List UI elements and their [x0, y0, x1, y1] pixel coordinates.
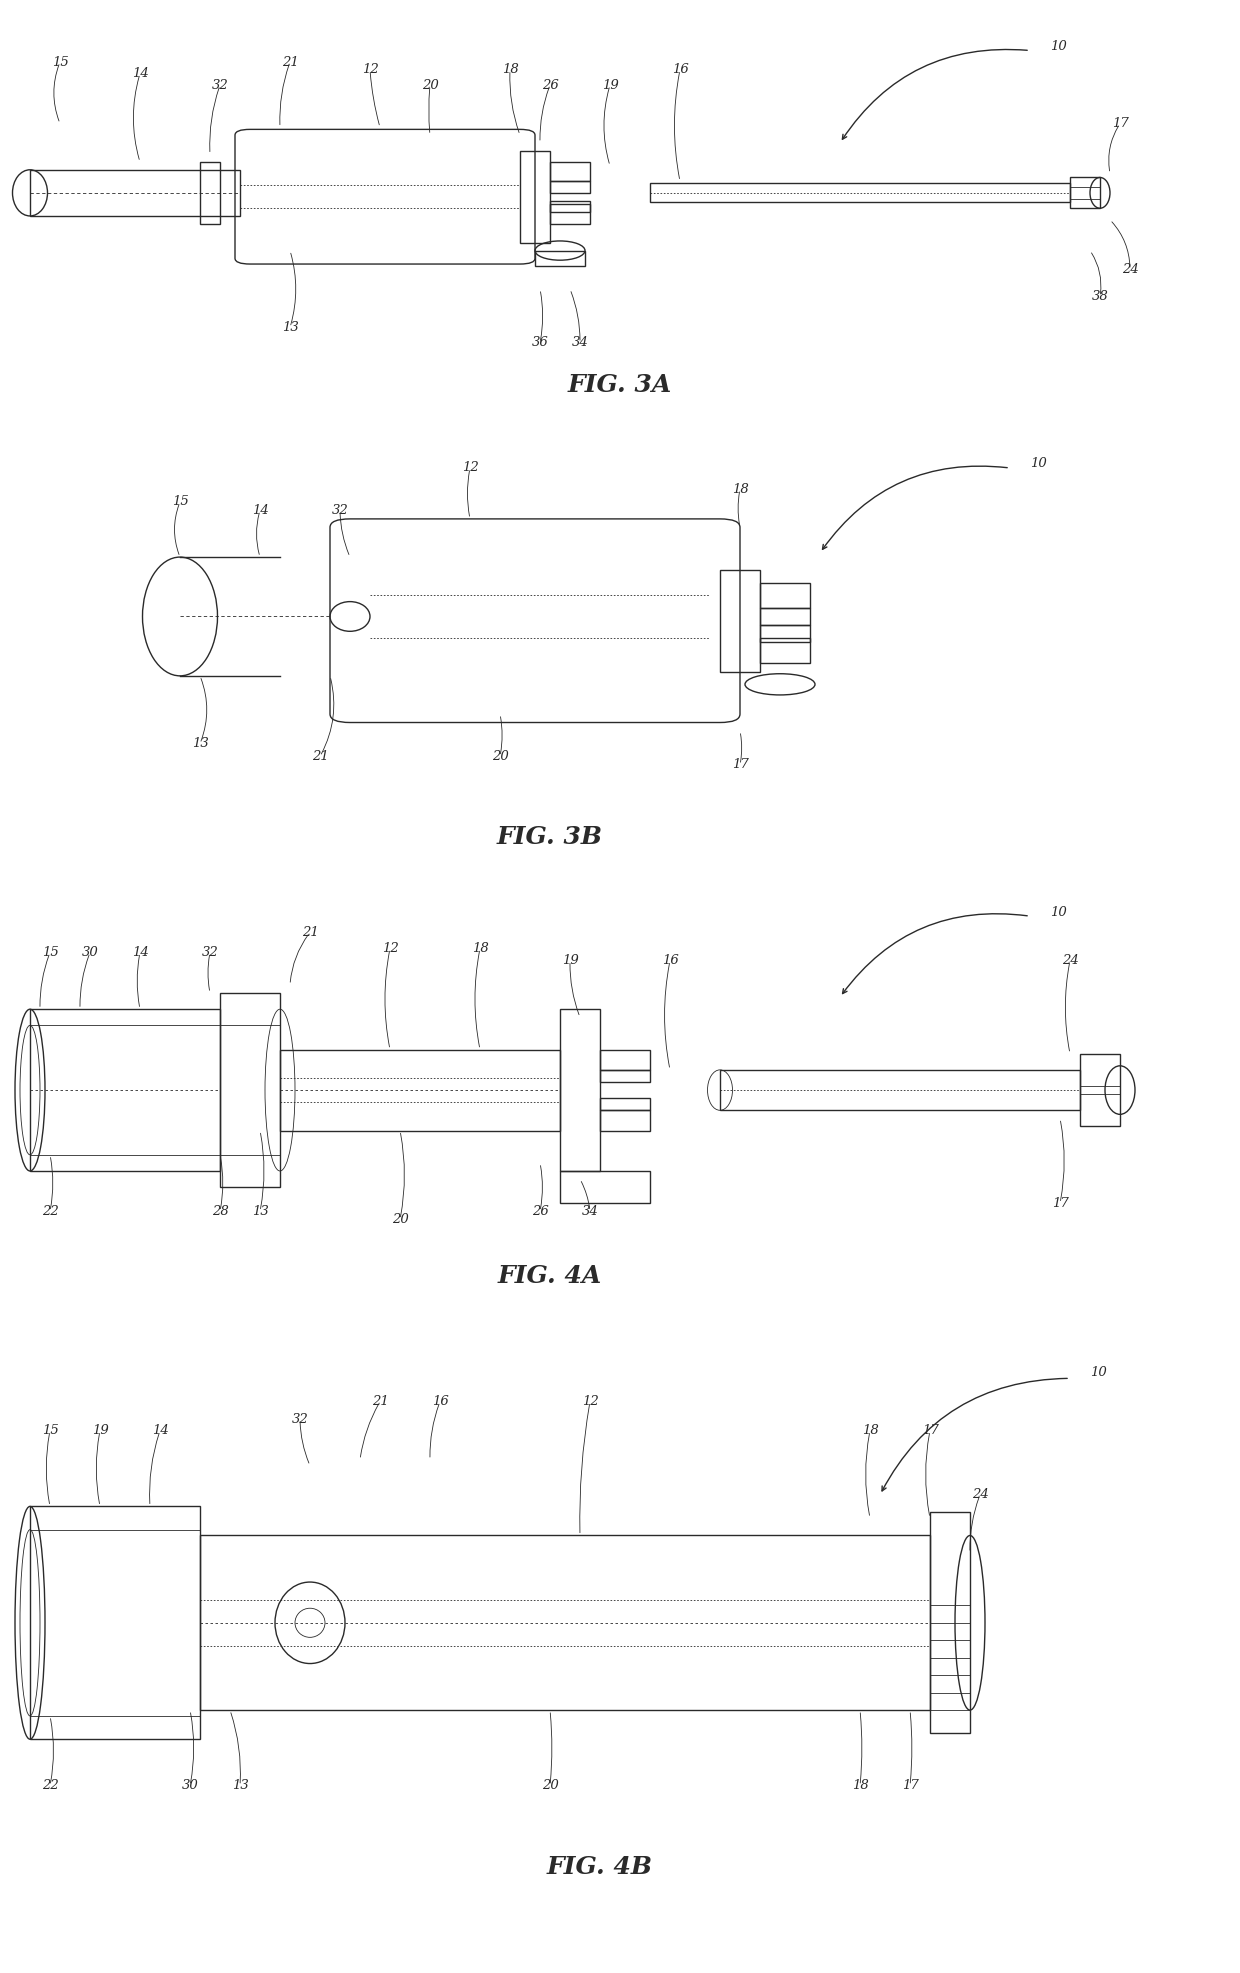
Text: 16: 16: [672, 63, 688, 77]
Text: 32: 32: [202, 947, 218, 959]
Text: 15: 15: [171, 495, 188, 509]
Bar: [30, 1026, 219, 1154]
Bar: [720, 570, 760, 671]
Text: 10: 10: [1030, 458, 1047, 470]
Bar: [760, 582, 810, 608]
Text: 24: 24: [1122, 262, 1138, 276]
Text: 12: 12: [582, 1395, 599, 1409]
Bar: [560, 1172, 650, 1204]
Bar: [650, 183, 1070, 203]
Text: 20: 20: [491, 750, 508, 764]
Text: 20: 20: [542, 1780, 558, 1791]
Text: 20: 20: [392, 1213, 408, 1225]
Text: 18: 18: [862, 1425, 878, 1436]
Bar: [1080, 1054, 1120, 1127]
Bar: [200, 162, 219, 223]
Text: 17: 17: [1111, 116, 1128, 130]
Bar: [219, 992, 280, 1188]
Text: FIG. 3A: FIG. 3A: [568, 373, 672, 397]
Text: 18: 18: [502, 63, 518, 77]
Text: 17: 17: [921, 1425, 939, 1436]
Bar: [600, 1050, 650, 1069]
Text: 10: 10: [1050, 39, 1066, 53]
Text: 12: 12: [461, 462, 479, 474]
Text: 30: 30: [82, 947, 98, 959]
Text: 15: 15: [42, 947, 58, 959]
Bar: [280, 1050, 560, 1131]
Bar: [551, 182, 590, 193]
Text: 14: 14: [131, 67, 149, 81]
Bar: [930, 1511, 970, 1734]
Text: 15: 15: [42, 1425, 58, 1436]
Bar: [219, 1026, 280, 1154]
Text: 13: 13: [192, 738, 208, 750]
Text: 20: 20: [422, 79, 439, 91]
Bar: [200, 1535, 930, 1711]
Text: 34: 34: [582, 1206, 599, 1217]
Text: FIG. 3B: FIG. 3B: [497, 825, 603, 848]
Text: 21: 21: [311, 750, 329, 764]
Text: 14: 14: [252, 503, 268, 517]
Text: 18: 18: [471, 941, 489, 955]
Text: 21: 21: [281, 55, 299, 69]
Text: 13: 13: [281, 322, 299, 333]
Text: 10: 10: [1050, 906, 1066, 919]
Text: 28: 28: [212, 1206, 228, 1217]
Text: 18: 18: [852, 1780, 868, 1791]
Bar: [600, 1111, 650, 1131]
Text: 26: 26: [542, 79, 558, 91]
Bar: [600, 1069, 650, 1081]
Text: 21: 21: [301, 925, 319, 939]
Bar: [760, 625, 810, 641]
Bar: [600, 1099, 650, 1111]
Bar: [534, 251, 585, 266]
Text: 22: 22: [42, 1780, 58, 1791]
Text: 22: 22: [42, 1206, 58, 1217]
Text: 13: 13: [252, 1206, 268, 1217]
Text: 32: 32: [331, 503, 348, 517]
Bar: [551, 205, 590, 223]
Text: 16: 16: [662, 955, 678, 967]
Text: 18: 18: [732, 483, 749, 495]
Bar: [760, 608, 810, 625]
Text: 38: 38: [1091, 290, 1109, 304]
Text: 14: 14: [151, 1425, 169, 1436]
Bar: [30, 1529, 200, 1717]
Text: 24: 24: [972, 1488, 988, 1501]
Text: 19: 19: [92, 1425, 108, 1436]
Bar: [551, 201, 590, 211]
Text: 34: 34: [572, 337, 588, 349]
Bar: [520, 150, 551, 243]
Text: 30: 30: [181, 1780, 198, 1791]
Text: 13: 13: [232, 1780, 248, 1791]
Text: 15: 15: [52, 55, 68, 69]
Text: 32: 32: [291, 1413, 309, 1426]
Text: 36: 36: [532, 337, 548, 349]
Bar: [30, 170, 241, 215]
Text: 12: 12: [382, 941, 398, 955]
Bar: [30, 1010, 219, 1172]
Text: 17: 17: [732, 758, 749, 771]
Text: FIG. 4A: FIG. 4A: [498, 1265, 603, 1288]
Text: 26: 26: [532, 1206, 548, 1217]
Text: 32: 32: [212, 79, 228, 91]
Bar: [760, 637, 810, 663]
Text: 14: 14: [131, 947, 149, 959]
Text: 17: 17: [901, 1780, 919, 1791]
Bar: [1070, 178, 1100, 209]
Text: 19: 19: [562, 955, 578, 967]
Text: 16: 16: [432, 1395, 449, 1409]
Text: 24: 24: [1061, 955, 1079, 967]
Bar: [560, 1010, 600, 1172]
Text: 12: 12: [362, 63, 378, 77]
Bar: [551, 162, 590, 182]
Text: 17: 17: [1052, 1198, 1069, 1209]
Text: FIG. 4B: FIG. 4B: [547, 1855, 653, 1878]
Bar: [720, 1069, 1080, 1111]
Text: 19: 19: [601, 79, 619, 91]
Bar: [30, 1507, 200, 1740]
Text: 21: 21: [372, 1395, 388, 1409]
Text: 10: 10: [1090, 1365, 1107, 1379]
